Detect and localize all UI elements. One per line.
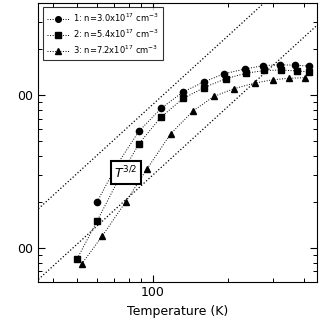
3: n=7.2x10$^{17}$ cm$^{-3}$: (210, 1.1e+03): n=7.2x10$^{17}$ cm$^{-3}$: (210, 1.1e+03… (232, 87, 236, 91)
3: n=7.2x10$^{17}$ cm$^{-3}$: (350, 1.29e+03): n=7.2x10$^{17}$ cm$^{-3}$: (350, 1.29e+0… (287, 76, 291, 80)
1: n=3.0x10$^{17}$ cm$^{-3}$: (72, 350): n=3.0x10$^{17}$ cm$^{-3}$: (72, 350) (115, 163, 119, 167)
2: n=5.4x10$^{17}$ cm$^{-3}$: (325, 1.46e+03): n=5.4x10$^{17}$ cm$^{-3}$: (325, 1.46e+0… (279, 68, 283, 72)
3: n=7.2x10$^{17}$ cm$^{-3}$: (300, 1.26e+03): n=7.2x10$^{17}$ cm$^{-3}$: (300, 1.26e+0… (271, 78, 275, 82)
3: n=7.2x10$^{17}$ cm$^{-3}$: (145, 790): n=7.2x10$^{17}$ cm$^{-3}$: (145, 790) (191, 109, 195, 113)
3: n=7.2x10$^{17}$ cm$^{-3}$: (52, 78): n=7.2x10$^{17}$ cm$^{-3}$: (52, 78) (80, 262, 84, 266)
X-axis label: Temperature (K): Temperature (K) (127, 305, 228, 318)
3: n=7.2x10$^{17}$ cm$^{-3}$: (118, 560): n=7.2x10$^{17}$ cm$^{-3}$: (118, 560) (169, 132, 173, 135)
2: n=5.4x10$^{17}$ cm$^{-3}$: (160, 1.12e+03): n=5.4x10$^{17}$ cm$^{-3}$: (160, 1.12e+0… (202, 86, 206, 90)
1: n=3.0x10$^{17}$ cm$^{-3}$: (192, 1.38e+03): n=3.0x10$^{17}$ cm$^{-3}$: (192, 1.38e+0… (222, 72, 226, 76)
1: n=3.0x10$^{17}$ cm$^{-3}$: (108, 820): n=3.0x10$^{17}$ cm$^{-3}$: (108, 820) (159, 106, 163, 110)
Text: $T^{3/2}$: $T^{3/2}$ (114, 164, 137, 181)
2: n=5.4x10$^{17}$ cm$^{-3}$: (50, 85): n=5.4x10$^{17}$ cm$^{-3}$: (50, 85) (76, 257, 79, 260)
2: n=5.4x10$^{17}$ cm$^{-3}$: (375, 1.44e+03): n=5.4x10$^{17}$ cm$^{-3}$: (375, 1.44e+0… (295, 69, 299, 73)
2: n=5.4x10$^{17}$ cm$^{-3}$: (88, 480): n=5.4x10$^{17}$ cm$^{-3}$: (88, 480) (137, 142, 141, 146)
Line: 1: n=3.0x10$^{17}$ cm$^{-3}$: 1: n=3.0x10$^{17}$ cm$^{-3}$ (94, 62, 312, 205)
1: n=3.0x10$^{17}$ cm$^{-3}$: (370, 1.57e+03): n=3.0x10$^{17}$ cm$^{-3}$: (370, 1.57e+0… (293, 63, 297, 67)
1: n=3.0x10$^{17}$ cm$^{-3}$: (275, 1.56e+03): n=3.0x10$^{17}$ cm$^{-3}$: (275, 1.56e+0… (261, 64, 265, 68)
1: n=3.0x10$^{17}$ cm$^{-3}$: (320, 1.58e+03): n=3.0x10$^{17}$ cm$^{-3}$: (320, 1.58e+0… (278, 63, 282, 67)
1: n=3.0x10$^{17}$ cm$^{-3}$: (132, 1.05e+03): n=3.0x10$^{17}$ cm$^{-3}$: (132, 1.05e+0… (181, 90, 185, 94)
Legend: 1: n=3.0x10$^{17}$ cm$^{-3}$, 2: n=5.4x10$^{17}$ cm$^{-3}$, 3: n=7.2x10$^{17}$ c: 1: n=3.0x10$^{17}$ cm$^{-3}$, 2: n=5.4x1… (43, 7, 163, 60)
1: n=3.0x10$^{17}$ cm$^{-3}$: (88, 580): n=3.0x10$^{17}$ cm$^{-3}$: (88, 580) (137, 129, 141, 133)
3: n=7.2x10$^{17}$ cm$^{-3}$: (63, 120): n=7.2x10$^{17}$ cm$^{-3}$: (63, 120) (100, 234, 104, 237)
2: n=5.4x10$^{17}$ cm$^{-3}$: (235, 1.39e+03): n=5.4x10$^{17}$ cm$^{-3}$: (235, 1.39e+0… (244, 71, 248, 75)
3: n=7.2x10$^{17}$ cm$^{-3}$: (175, 980): n=7.2x10$^{17}$ cm$^{-3}$: (175, 980) (212, 94, 216, 98)
Line: 3: n=7.2x10$^{17}$ cm$^{-3}$: 3: n=7.2x10$^{17}$ cm$^{-3}$ (78, 75, 308, 267)
1: n=3.0x10$^{17}$ cm$^{-3}$: (420, 1.55e+03): n=3.0x10$^{17}$ cm$^{-3}$: (420, 1.55e+0… (307, 64, 311, 68)
3: n=7.2x10$^{17}$ cm$^{-3}$: (405, 1.3e+03): n=7.2x10$^{17}$ cm$^{-3}$: (405, 1.3e+03… (303, 76, 307, 80)
2: n=5.4x10$^{17}$ cm$^{-3}$: (73, 280): n=5.4x10$^{17}$ cm$^{-3}$: (73, 280) (116, 178, 120, 181)
3: n=7.2x10$^{17}$ cm$^{-3}$: (95, 330): n=7.2x10$^{17}$ cm$^{-3}$: (95, 330) (145, 167, 149, 171)
2: n=5.4x10$^{17}$ cm$^{-3}$: (60, 150): n=5.4x10$^{17}$ cm$^{-3}$: (60, 150) (95, 219, 99, 223)
2: n=5.4x10$^{17}$ cm$^{-3}$: (132, 950): n=5.4x10$^{17}$ cm$^{-3}$: (132, 950) (181, 97, 185, 100)
Line: 2: n=5.4x10$^{17}$ cm$^{-3}$: 2: n=5.4x10$^{17}$ cm$^{-3}$ (74, 67, 312, 262)
1: n=3.0x10$^{17}$ cm$^{-3}$: (60, 200): n=3.0x10$^{17}$ cm$^{-3}$: (60, 200) (95, 200, 99, 204)
3: n=7.2x10$^{17}$ cm$^{-3}$: (255, 1.2e+03): n=7.2x10$^{17}$ cm$^{-3}$: (255, 1.2e+03… (253, 81, 257, 85)
2: n=5.4x10$^{17}$ cm$^{-3}$: (108, 720): n=5.4x10$^{17}$ cm$^{-3}$: (108, 720) (159, 115, 163, 119)
2: n=5.4x10$^{17}$ cm$^{-3}$: (195, 1.28e+03): n=5.4x10$^{17}$ cm$^{-3}$: (195, 1.28e+0… (224, 77, 228, 81)
1: n=3.0x10$^{17}$ cm$^{-3}$: (232, 1.48e+03): n=3.0x10$^{17}$ cm$^{-3}$: (232, 1.48e+0… (243, 67, 246, 71)
1: n=3.0x10$^{17}$ cm$^{-3}$: (160, 1.22e+03): n=3.0x10$^{17}$ cm$^{-3}$: (160, 1.22e+0… (202, 80, 206, 84)
3: n=7.2x10$^{17}$ cm$^{-3}$: (78, 200): n=7.2x10$^{17}$ cm$^{-3}$: (78, 200) (124, 200, 128, 204)
2: n=5.4x10$^{17}$ cm$^{-3}$: (420, 1.42e+03): n=5.4x10$^{17}$ cm$^{-3}$: (420, 1.42e+0… (307, 70, 311, 74)
2: n=5.4x10$^{17}$ cm$^{-3}$: (278, 1.45e+03): n=5.4x10$^{17}$ cm$^{-3}$: (278, 1.45e+0… (262, 68, 266, 72)
